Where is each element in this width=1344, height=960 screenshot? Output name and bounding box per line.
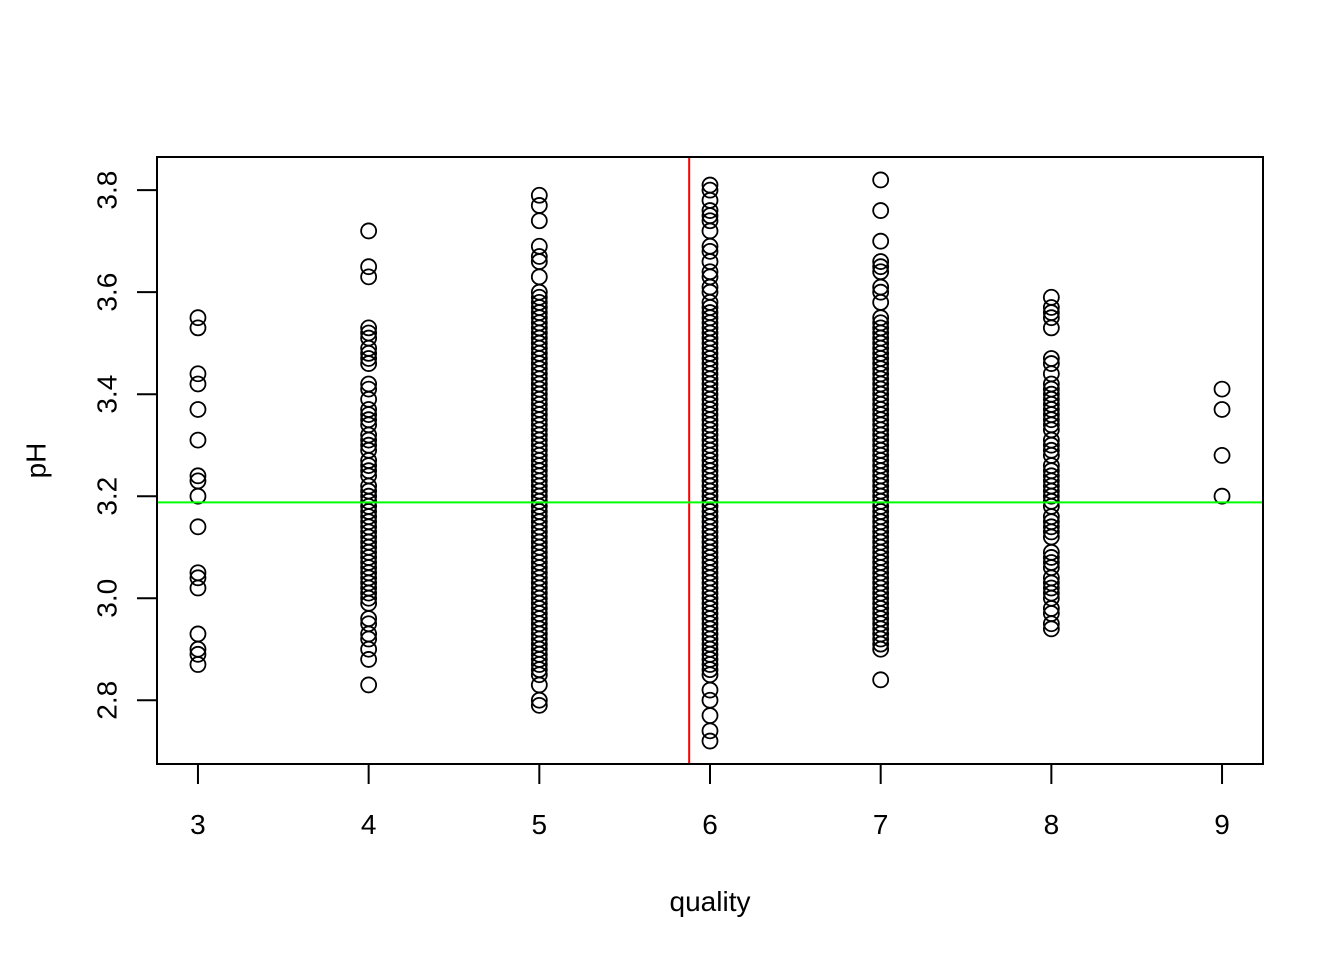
- data-point: [189, 645, 207, 663]
- data-point: [1042, 579, 1060, 597]
- data-point: [530, 268, 548, 286]
- data-point: [701, 304, 719, 321]
- data-point: [360, 375, 378, 393]
- data-point: [701, 202, 719, 219]
- x-axis: 3 4 5 6 7 8 9: [190, 763, 1230, 840]
- data-point: [360, 258, 378, 276]
- data-point: [1042, 518, 1060, 536]
- data-point: [701, 263, 719, 281]
- data-point: [530, 237, 548, 255]
- data-point: [872, 314, 890, 332]
- data-point: [360, 462, 378, 480]
- data-point: [189, 467, 207, 485]
- data-point: [189, 309, 207, 327]
- data-point: [189, 375, 207, 393]
- data-point: [530, 186, 548, 204]
- data-point: [872, 671, 890, 689]
- data-point: [701, 212, 719, 230]
- data-point: [1042, 467, 1060, 485]
- data-point: [189, 518, 207, 536]
- data-point: [360, 222, 378, 240]
- data-point: [360, 487, 378, 505]
- y-tick-label: 3.4: [91, 375, 122, 414]
- data-point: [530, 293, 548, 311]
- data-point: [189, 319, 207, 337]
- data-point: [1042, 441, 1060, 459]
- data-point: [189, 625, 207, 643]
- data-point: [1213, 380, 1231, 398]
- data-point: [872, 232, 890, 250]
- data-point: [701, 181, 719, 199]
- data-point: [1042, 309, 1060, 327]
- data-point: [360, 436, 378, 454]
- data-point: [1042, 554, 1060, 571]
- y-tick-label: 3.2: [91, 477, 122, 516]
- data-point: [1042, 355, 1060, 372]
- data-point: [1213, 487, 1231, 505]
- data-point: [530, 212, 548, 230]
- data-point: [189, 431, 207, 449]
- x-axis-title: quality: [670, 886, 751, 917]
- data-point: [1042, 299, 1060, 316]
- x-tick-label: 7: [873, 809, 889, 840]
- data-point: [189, 401, 207, 418]
- data-point: [360, 324, 378, 342]
- data-point: [701, 242, 719, 260]
- points-layer: [189, 171, 1231, 750]
- data-point: [189, 472, 207, 490]
- data-point: [872, 283, 890, 301]
- data-point: [872, 202, 890, 219]
- data-point: [530, 696, 548, 714]
- data-point: [360, 319, 378, 337]
- x-tick-label: 5: [532, 809, 548, 840]
- plot-frame: [156, 156, 1264, 765]
- data-point: [530, 248, 548, 265]
- data-point: [1213, 401, 1231, 418]
- data-point: [872, 253, 890, 270]
- data-point: [360, 350, 378, 367]
- y-tick-label: 2.8: [91, 681, 122, 720]
- y-axis: 2.8 3.0 3.2 3.4 3.6 3.8: [91, 171, 158, 720]
- data-point: [701, 732, 719, 750]
- data-point: [701, 722, 719, 740]
- data-point: [872, 258, 890, 276]
- data-point: [360, 268, 378, 286]
- data-point: [701, 707, 719, 724]
- data-point: [360, 329, 378, 347]
- data-point: [1042, 375, 1060, 393]
- y-tick-label: 3.6: [91, 273, 122, 312]
- data-point: [1042, 288, 1060, 306]
- data-point: [530, 197, 548, 214]
- data-point: [1042, 549, 1060, 566]
- data-point: [360, 651, 378, 668]
- y-axis-title: pH: [20, 443, 51, 479]
- data-point: [530, 288, 548, 306]
- data-point: [360, 401, 378, 418]
- data-point: [1213, 446, 1231, 464]
- x-tick-label: 9: [1214, 809, 1230, 840]
- data-point: [701, 691, 719, 709]
- x-tick-label: 6: [702, 809, 718, 840]
- data-point: [1042, 350, 1060, 367]
- data-point: [189, 569, 207, 587]
- x-tick-label: 4: [361, 809, 377, 840]
- data-point: [189, 564, 207, 582]
- reference-lines: [157, 157, 1263, 764]
- data-point: [360, 676, 378, 694]
- data-point: [872, 171, 890, 189]
- data-point: [360, 615, 378, 633]
- y-tick-label: 3.0: [91, 579, 122, 618]
- data-point: [701, 176, 719, 194]
- data-point: [701, 681, 719, 699]
- x-tick-label: 8: [1044, 809, 1060, 840]
- data-point: [872, 319, 890, 337]
- data-point: [189, 365, 207, 383]
- data-point: [1042, 385, 1060, 403]
- data-point: [360, 411, 378, 429]
- x-tick-label: 3: [190, 809, 206, 840]
- y-tick-label: 3.8: [91, 171, 122, 210]
- data-point: [872, 263, 890, 281]
- data-point: [360, 380, 378, 398]
